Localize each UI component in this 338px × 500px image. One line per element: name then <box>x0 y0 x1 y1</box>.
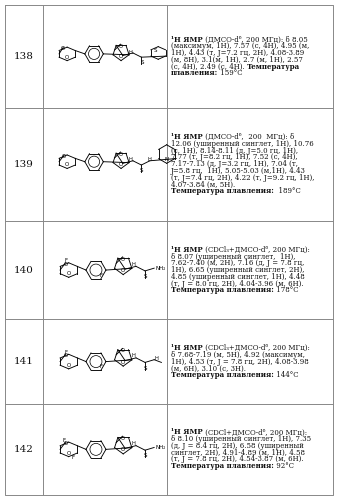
Text: O: O <box>67 363 71 368</box>
Text: ¹H ЯМР: ¹H ЯМР <box>171 36 203 44</box>
Text: (м, 6H), 3.10 (с, 3H).: (м, 6H), 3.10 (с, 3H). <box>171 364 246 372</box>
Text: S: S <box>143 274 147 279</box>
Text: 141: 141 <box>14 357 34 366</box>
Text: 7.77 (т, J=8.2 гц, 1H), 7.52 (с, 4H),: 7.77 (т, J=8.2 гц, 1H), 7.52 (с, 4H), <box>171 154 298 162</box>
Text: H: H <box>154 356 158 361</box>
Text: N: N <box>165 157 169 162</box>
Text: 12.06 (уширенный синглет, 1H), 10.76: 12.06 (уширенный синглет, 1H), 10.76 <box>171 140 314 148</box>
Text: F: F <box>63 438 66 444</box>
Text: ¹H ЯМР: ¹H ЯМР <box>171 428 203 436</box>
Text: 4.07-3.84 (м, 5H).: 4.07-3.84 (м, 5H). <box>171 180 235 188</box>
Text: (т, J = 7.8 гц, 2H), 4.54-3.87 (м, 6H).: (т, J = 7.8 гц, 2H), 4.54-3.87 (м, 6H). <box>171 456 304 464</box>
Text: 159°C: 159°C <box>218 70 243 78</box>
Text: (м, 8H), 3.1(м, 1H), 2.7 (м, 1H), 2.57: (м, 8H), 3.1(м, 1H), 2.7 (м, 1H), 2.57 <box>171 56 303 64</box>
Text: O: O <box>121 448 125 452</box>
Text: H: H <box>148 156 152 162</box>
Text: O: O <box>64 354 68 358</box>
Text: J=5.8 гц,  1H), 5.05-5.03 (м,1H), 4.43: J=5.8 гц, 1H), 5.05-5.03 (м,1H), 4.43 <box>171 167 306 175</box>
Text: O: O <box>121 348 125 354</box>
Text: O: O <box>119 54 123 59</box>
Text: 7.17-7.13 (д, J=3.2 гц, 1H), 7.04 (т,: 7.17-7.13 (д, J=3.2 гц, 1H), 7.04 (т, <box>171 160 298 168</box>
Text: F: F <box>65 350 68 355</box>
Text: O: O <box>121 257 125 262</box>
Text: δ 7.68-7.19 (м, 5H), 4.92 (максимум,: δ 7.68-7.19 (м, 5H), 4.92 (максимум, <box>171 351 305 359</box>
Text: Температура плавления:: Температура плавления: <box>171 286 274 294</box>
Text: плавления:: плавления: <box>171 70 218 78</box>
Text: F: F <box>99 364 102 369</box>
Text: O: O <box>64 441 68 446</box>
Text: O: O <box>61 46 66 52</box>
Text: 92°C: 92°C <box>274 462 294 470</box>
Text: ¹H ЯМР: ¹H ЯМР <box>171 133 203 141</box>
Text: (с, 4H), 2.49 (с, 4H).: (с, 4H), 2.49 (с, 4H). <box>171 62 247 70</box>
Text: NH₂: NH₂ <box>156 445 166 450</box>
Text: H: H <box>131 441 135 446</box>
Text: S: S <box>143 366 147 370</box>
Text: H: H <box>128 156 132 162</box>
Text: 140: 140 <box>14 266 34 274</box>
Text: F: F <box>99 272 102 278</box>
Text: NH₂: NH₂ <box>156 266 166 270</box>
Text: O: O <box>118 152 122 157</box>
Text: (ДМСО-d⁶,  200  МГц): δ: (ДМСО-d⁶, 200 МГц): δ <box>203 133 294 141</box>
Text: (с, 1H), 8.14-8.11 (д, J=5.0 гц, 1H),: (с, 1H), 8.14-8.11 (д, J=5.0 гц, 1H), <box>171 146 298 154</box>
Text: O: O <box>67 450 71 456</box>
Text: ¹H ЯМР: ¹H ЯМР <box>171 344 203 352</box>
Text: (д, J = 8.4 гц, 2H), 6.58 (уширенный: (д, J = 8.4 гц, 2H), 6.58 (уширенный <box>171 442 304 450</box>
Text: Температура плавления:: Температура плавления: <box>171 187 274 195</box>
Text: δ 8.07 (уширенный синглет,  1H),: δ 8.07 (уширенный синглет, 1H), <box>171 252 295 260</box>
Text: 142: 142 <box>14 445 34 454</box>
Text: O: O <box>121 436 125 441</box>
Text: Температура плавления:: Температура плавления: <box>171 462 274 470</box>
Text: 1H), 4.43 (т, J=7.2 гц, 2H), 4.08-3.89: 1H), 4.43 (т, J=7.2 гц, 2H), 4.08-3.89 <box>171 49 304 57</box>
Text: 1H), 6.65 (уширенный синглет, 2H),: 1H), 6.65 (уширенный синглет, 2H), <box>171 266 305 274</box>
Text: (максимум, 1H), 7.57 (с, 4H), 4.95 (м,: (максимум, 1H), 7.57 (с, 4H), 4.95 (м, <box>171 42 309 50</box>
Text: (CDCl+ДМСО-d⁶, 200 МГц):: (CDCl+ДМСО-d⁶, 200 МГц): <box>203 428 307 436</box>
Text: (т, J=7.4 гц, 2H), 4.22 (т, J=9.2 гц, 1H),: (т, J=7.4 гц, 2H), 4.22 (т, J=9.2 гц, 1H… <box>171 174 315 182</box>
Text: S: S <box>143 454 147 458</box>
Text: (т, J = 8.0 гц, 2H), 4.04-3.96 (м, 6H).: (т, J = 8.0 гц, 2H), 4.04-3.96 (м, 6H). <box>171 280 304 287</box>
Text: 7.62-7.40 (м, 2H), 7.16 (д, J = 7.8 гц,: 7.62-7.40 (м, 2H), 7.16 (д, J = 7.8 гц, <box>171 260 305 268</box>
Text: F: F <box>65 258 68 264</box>
Text: O: O <box>65 162 69 168</box>
Text: 139: 139 <box>14 160 34 168</box>
Text: 189°C: 189°C <box>274 187 301 195</box>
Text: Температура плавления:: Температура плавления: <box>171 371 274 379</box>
Text: O: O <box>119 162 123 167</box>
Text: H: H <box>131 354 135 358</box>
Text: (CDCl₃+ДМСО-d⁶, 200 МГц):: (CDCl₃+ДМСО-d⁶, 200 МГц): <box>203 344 310 352</box>
Text: S: S <box>140 168 143 172</box>
Text: O: O <box>121 360 125 364</box>
Text: δ 8.10 (уширенный синглет, 1H), 7.35: δ 8.10 (уширенный синглет, 1H), 7.35 <box>171 435 311 443</box>
Text: O: O <box>62 154 66 159</box>
Text: 1H), 4.53 (т, J = 7.8 гц, 2H), 4.08-3.98: 1H), 4.53 (т, J = 7.8 гц, 2H), 4.08-3.98 <box>171 358 309 366</box>
Text: S: S <box>141 60 144 65</box>
Text: (CDCl₃+ДМСО-d⁶, 200 МГц):: (CDCl₃+ДМСО-d⁶, 200 МГц): <box>203 246 310 254</box>
Text: 138: 138 <box>14 52 34 61</box>
Text: O: O <box>67 272 71 276</box>
Text: F: F <box>72 456 75 460</box>
Text: H: H <box>128 50 132 54</box>
Text: синглет, 2H), 4.91-4.89 (м, 1H), 4.58: синглет, 2H), 4.91-4.89 (м, 1H), 4.58 <box>171 448 305 456</box>
Text: O: O <box>121 268 125 273</box>
Text: O: O <box>65 54 69 60</box>
Text: O: O <box>118 44 122 49</box>
Text: 4.85 (уширенный синглет, 1H), 4.48: 4.85 (уширенный синглет, 1H), 4.48 <box>171 273 305 281</box>
Text: ¹H ЯМР: ¹H ЯМР <box>171 246 203 254</box>
Text: 144°C: 144°C <box>274 371 298 379</box>
Text: Температура: Температура <box>247 62 300 70</box>
Text: H: H <box>131 262 135 267</box>
Text: 178°C: 178°C <box>274 286 298 294</box>
Text: S: S <box>154 48 157 52</box>
Text: (ДМСО-d⁶, 200 МГц): δ 8.05: (ДМСО-d⁶, 200 МГц): δ 8.05 <box>203 36 307 44</box>
Text: O: O <box>64 262 68 267</box>
